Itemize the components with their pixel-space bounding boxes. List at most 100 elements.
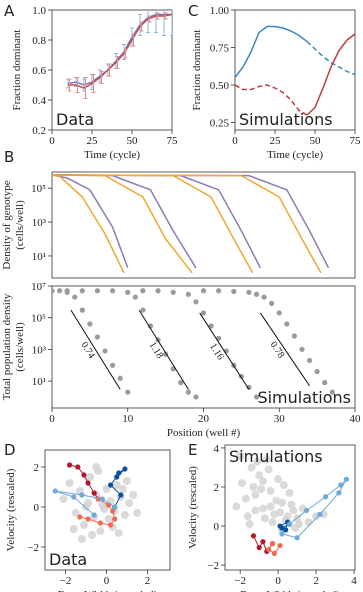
- y-tick-label: 4: [214, 443, 220, 455]
- point: [72, 294, 78, 300]
- point: [97, 520, 103, 526]
- point: [112, 516, 118, 522]
- error-bar: [131, 33, 136, 47]
- point: [216, 288, 222, 294]
- series-line: [52, 174, 330, 269]
- point: [91, 512, 97, 518]
- annotation: Simulations: [229, 447, 323, 466]
- point: [125, 499, 134, 507]
- point: [256, 544, 262, 551]
- point: [266, 546, 272, 553]
- point: [75, 464, 81, 470]
- point: [114, 474, 120, 480]
- y-tick-label: −2: [207, 560, 219, 572]
- error-bar: [147, 15, 152, 23]
- point: [269, 541, 276, 547]
- x-tick-label: −2: [234, 575, 246, 587]
- point: [94, 334, 101, 340]
- point: [271, 550, 277, 556]
- x-axis-label: Time (cycle): [267, 149, 323, 161]
- y-tick-label: 2: [34, 462, 40, 474]
- slope-label: 1.16: [207, 341, 226, 362]
- y-tick-label: 10⁵: [31, 313, 46, 325]
- y-axis-label: Fraction dominant: [11, 30, 23, 111]
- plot-area: [52, 288, 335, 400]
- point: [100, 505, 109, 513]
- point: [129, 491, 138, 499]
- point: [116, 470, 122, 476]
- error-bar: [107, 63, 112, 77]
- point: [170, 289, 176, 295]
- point: [69, 525, 78, 533]
- point: [304, 518, 313, 527]
- point: [279, 531, 285, 537]
- point: [336, 490, 342, 496]
- point: [193, 394, 199, 400]
- point: [79, 492, 85, 498]
- point: [79, 521, 88, 529]
- point: [65, 479, 74, 487]
- point: [253, 457, 262, 466]
- point: [140, 307, 146, 313]
- plot-area: [232, 451, 350, 556]
- plot-area: [52, 462, 142, 543]
- slope-label: 0.74: [78, 340, 97, 361]
- point: [279, 525, 285, 531]
- series-line: [306, 33, 355, 116]
- slope-label: 0.78: [268, 340, 287, 361]
- point: [299, 346, 305, 352]
- series-line: [52, 174, 129, 269]
- point: [338, 482, 344, 488]
- series-line: [199, 312, 250, 390]
- point: [260, 514, 269, 523]
- point: [255, 471, 264, 480]
- point: [200, 288, 207, 294]
- panel: −2 0 2 −2 0 2 Front Width (rescaled) Velocity (…: [4, 441, 171, 592]
- panel: 0 25 50 75 0.2 0.4 0.6 0.8 1.0 Time (cycle) Fracti…: [4, 2, 178, 161]
- x-tick-label: 25: [87, 135, 99, 147]
- panel-letter: E: [188, 441, 197, 459]
- point: [251, 490, 260, 499]
- point: [253, 394, 260, 400]
- point: [79, 307, 85, 313]
- point: [236, 451, 245, 460]
- point: [250, 533, 257, 539]
- point: [122, 477, 131, 485]
- point: [147, 323, 154, 329]
- plot-area: [235, 25, 355, 116]
- point: [118, 485, 127, 493]
- point: [257, 484, 266, 493]
- plot-frame: [224, 444, 356, 571]
- panel-letter: B: [4, 148, 14, 166]
- x-tick-label: 0: [49, 135, 55, 147]
- error-bar: [75, 77, 80, 93]
- point: [120, 511, 129, 519]
- point: [306, 357, 313, 364]
- point: [112, 481, 121, 489]
- point: [85, 480, 91, 486]
- point: [287, 500, 296, 509]
- point: [277, 542, 283, 549]
- plot-area: [52, 174, 330, 274]
- series-line: [52, 174, 125, 274]
- plot-frame: [234, 9, 356, 131]
- point: [52, 288, 55, 294]
- point: [294, 535, 300, 541]
- point: [132, 294, 138, 300]
- series-line: [259, 312, 310, 387]
- error-bar: [146, 10, 150, 33]
- point: [269, 300, 275, 306]
- y-tick-label: 10³: [32, 217, 47, 229]
- x-tick-label: 25: [270, 135, 282, 147]
- point: [264, 465, 273, 474]
- point: [125, 289, 131, 295]
- point: [243, 512, 252, 521]
- error-bar: [91, 74, 96, 93]
- point: [52, 488, 58, 494]
- point: [110, 362, 116, 368]
- point: [261, 294, 267, 300]
- y-axis-label: (cells/well): [14, 322, 26, 372]
- y-tick-label: 0.75: [210, 43, 230, 55]
- point: [114, 529, 123, 537]
